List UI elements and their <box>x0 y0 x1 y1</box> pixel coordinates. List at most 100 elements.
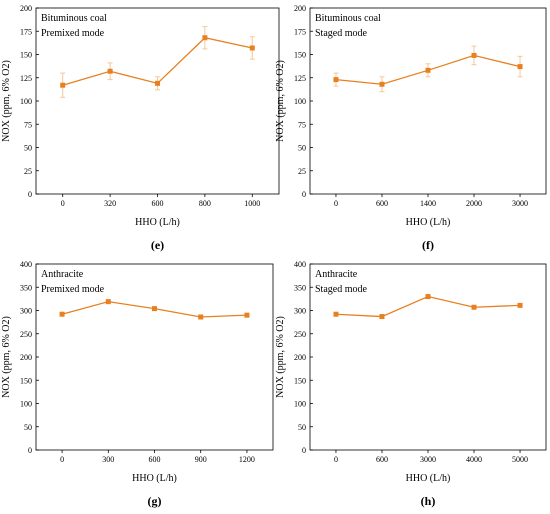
y-axis-label: NOX (ppm, 6% O2) <box>275 60 286 142</box>
y-tick-label: 100 <box>20 97 32 106</box>
x-tick-label: 1200 <box>239 455 255 464</box>
x-tick-label: 900 <box>195 455 207 464</box>
y-tick-label: 400 <box>20 260 32 269</box>
y-tick-label: 0 <box>28 446 32 455</box>
x-axis-label: HHO (L/h) <box>132 473 177 484</box>
y-tick-label: 200 <box>294 4 306 13</box>
y-tick-label: 250 <box>20 330 32 339</box>
x-axis-label: HHO (L/h) <box>135 217 180 228</box>
y-tick-label: 25 <box>24 167 32 176</box>
annotation-text: Premixed mode <box>41 28 105 39</box>
y-tick-label: 175 <box>20 27 32 36</box>
y-tick-label: 25 <box>298 167 306 176</box>
data-point <box>202 35 208 41</box>
x-tick-label: 3000 <box>420 455 436 464</box>
x-tick-label: 320 <box>104 199 116 208</box>
y-tick-label: 350 <box>294 283 306 292</box>
annotation-text: Bituminous coal <box>315 13 381 24</box>
x-tick-label: 300 <box>102 455 114 464</box>
data-point <box>471 52 477 58</box>
data-point <box>333 311 339 317</box>
y-axis-label: NOX (ppm, 6% O2) <box>1 316 12 398</box>
y-tick-label: 100 <box>294 400 306 409</box>
data-point <box>249 45 255 51</box>
y-tick-label: 50 <box>24 144 32 153</box>
y-tick-label: 200 <box>20 353 32 362</box>
y-tick-label: 150 <box>294 51 306 60</box>
x-axis-label: HHO (L/h) <box>406 217 451 228</box>
y-tick-label: 150 <box>20 376 32 385</box>
x-tick-label: 600 <box>376 199 388 208</box>
y-tick-label: 0 <box>302 190 306 199</box>
y-tick-label: 300 <box>20 307 32 316</box>
annotation-text: Staged mode <box>315 284 367 295</box>
panel-label: (e) <box>151 238 164 252</box>
annotation-text: Premixed mode <box>41 284 105 295</box>
data-point <box>471 304 477 310</box>
y-tick-label: 125 <box>294 74 306 83</box>
x-tick-label: 0 <box>60 455 64 464</box>
x-tick-label: 4000 <box>466 455 482 464</box>
data-point <box>379 314 385 320</box>
y-tick-label: 200 <box>294 353 306 362</box>
annotation-text: Bituminous coal <box>41 13 107 24</box>
y-axis-label: NOX (ppm, 6% O2) <box>1 60 12 142</box>
series-line <box>335 295 521 318</box>
panel-label: (g) <box>148 494 162 508</box>
y-tick-label: 350 <box>20 283 32 292</box>
y-tick-label: 250 <box>294 330 306 339</box>
panel-label: (f) <box>422 238 434 252</box>
y-tick-label: 100 <box>20 400 32 409</box>
data-point <box>333 77 339 83</box>
y-axis-label: NOX (ppm, 6% O2) <box>275 316 286 398</box>
y-tick-label: 400 <box>294 260 306 269</box>
y-tick-label: 150 <box>20 51 32 60</box>
y-tick-label: 200 <box>20 4 32 13</box>
x-tick-label: 800 <box>199 199 211 208</box>
x-tick-label: 1000 <box>244 199 260 208</box>
annotation-text: Anthracite <box>315 269 358 280</box>
y-tick-label: 50 <box>298 144 306 153</box>
x-tick-label: 0 <box>334 455 338 464</box>
data-point <box>198 314 204 320</box>
y-tick-label: 0 <box>28 190 32 199</box>
x-tick-label: 600 <box>376 455 388 464</box>
data-point <box>517 64 523 70</box>
data-point <box>155 80 160 86</box>
data-point <box>105 299 111 305</box>
data-point <box>425 294 431 300</box>
panel-0: 0 25 50 75 100 125 150 175 200 0 320 600 800 1000 HHO … <box>1 4 280 252</box>
annotation-text: Staged mode <box>315 28 367 39</box>
data-point <box>59 311 65 317</box>
data-point <box>107 68 113 74</box>
panel-2: 0 50 100 150 200 250 300 350 400 0 300 600 900 1200 HH… <box>1 260 274 508</box>
x-tick-label: 1400 <box>420 199 436 208</box>
data-point <box>517 302 523 308</box>
x-tick-label: 600 <box>149 455 161 464</box>
x-tick-label: 600 <box>152 199 164 208</box>
data-point <box>60 82 66 88</box>
y-tick-label: 75 <box>298 120 306 129</box>
data-point <box>379 81 385 87</box>
y-tick-label: 50 <box>24 423 32 432</box>
annotation-text: Anthracite <box>41 269 84 280</box>
y-tick-label: 125 <box>20 74 32 83</box>
data-point <box>244 312 250 318</box>
x-tick-label: 0 <box>334 199 338 208</box>
x-tick-label: 0 <box>61 199 65 208</box>
x-tick-label: 3000 <box>512 199 528 208</box>
data-point <box>425 67 431 73</box>
y-tick-label: 150 <box>294 376 306 385</box>
y-tick-label: 300 <box>294 307 306 316</box>
x-tick-label: 2000 <box>466 199 482 208</box>
data-point <box>152 306 157 312</box>
y-tick-label: 175 <box>294 27 306 36</box>
y-tick-label: 0 <box>302 446 306 455</box>
y-tick-label: 50 <box>298 423 306 432</box>
x-tick-label: 5000 <box>512 455 528 464</box>
x-axis-label: HHO (L/h) <box>406 473 451 484</box>
y-tick-label: 100 <box>294 97 306 106</box>
